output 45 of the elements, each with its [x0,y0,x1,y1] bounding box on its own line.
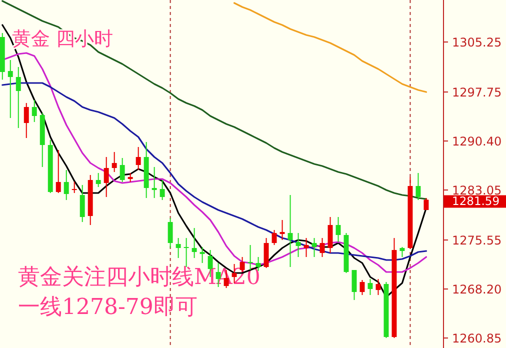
candlestick [304,238,309,258]
annotation: 一线1278-79即可 [18,295,198,320]
candlestick [32,100,37,122]
line-series [2,0,428,200]
candlestick [24,102,29,138]
candlestick [80,184,85,222]
candlestick [280,220,285,240]
candlestick [168,218,173,248]
candlestick [152,166,157,198]
line-series [233,2,428,93]
candlestick [320,238,325,258]
candlestick [400,246,405,258]
y-tick-label: 1268.20 [452,282,502,296]
candlestick [192,228,197,258]
candlestick [104,156,109,198]
candlestick [200,246,205,264]
y-tick-label: 1290.40 [452,134,502,148]
y-tick-label: 1305.25 [452,36,502,50]
candlestick [296,232,301,258]
candlestick [56,150,61,194]
candlestick [312,238,317,258]
candlestick [272,230,277,246]
candlestick [8,60,13,118]
candlestick [64,170,69,200]
candlestick [352,270,357,300]
candlestick [72,181,77,194]
candlestick [328,216,333,254]
candlestick [160,180,165,200]
y-tick-label: 1275.55 [452,234,502,248]
candlestick [96,172,101,188]
y-tick-label: 1297.75 [452,86,502,100]
y-tick-label: 1260.85 [452,332,502,346]
candlestick [176,238,181,258]
candlestick [136,146,141,170]
candlestick [376,278,381,296]
candlestick [416,172,421,200]
candlestick [184,238,189,268]
candlestick [120,158,125,182]
candlestick [368,278,373,296]
candlestick [16,66,21,128]
candlestick [360,280,365,296]
candlestick [112,152,117,172]
candlestick [288,194,293,268]
candlestick [264,238,269,268]
candlestick [336,216,341,242]
